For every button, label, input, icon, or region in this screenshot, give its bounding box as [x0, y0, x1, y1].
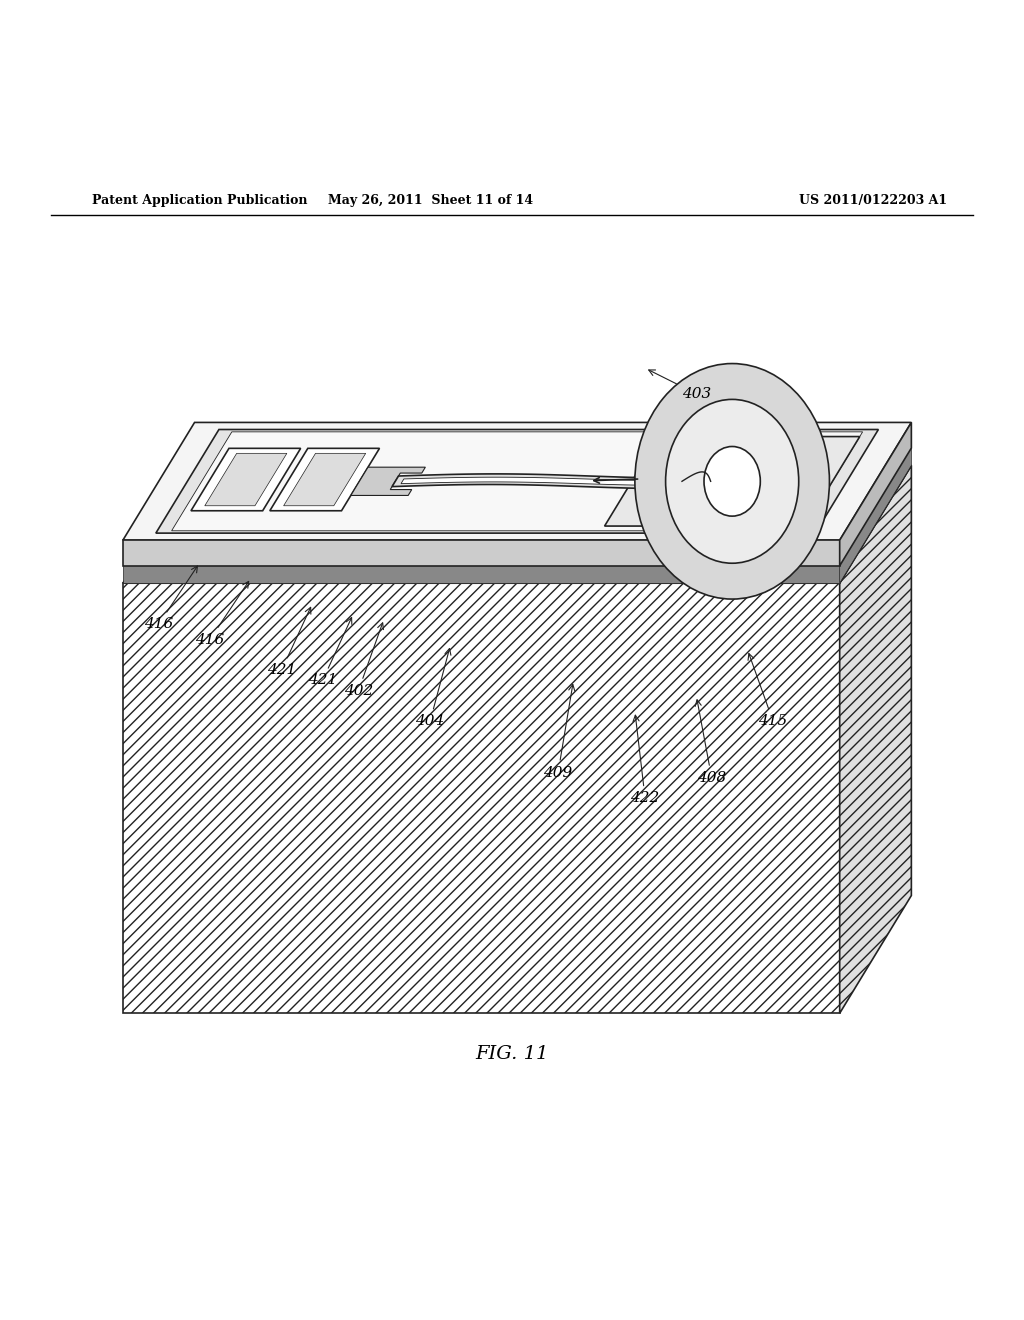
Text: 403: 403 — [649, 370, 711, 401]
Polygon shape — [604, 437, 860, 527]
Polygon shape — [840, 422, 911, 566]
Text: 422: 422 — [631, 715, 659, 805]
Polygon shape — [840, 466, 911, 1014]
Polygon shape — [270, 449, 380, 511]
Polygon shape — [123, 554, 840, 565]
Polygon shape — [392, 474, 684, 488]
Ellipse shape — [635, 363, 829, 599]
Ellipse shape — [666, 400, 799, 564]
Text: 416: 416 — [144, 566, 198, 631]
Polygon shape — [123, 540, 840, 546]
Polygon shape — [123, 422, 911, 540]
Polygon shape — [172, 432, 862, 531]
Text: 408: 408 — [695, 700, 726, 785]
Polygon shape — [123, 583, 840, 1014]
Polygon shape — [123, 546, 840, 554]
Polygon shape — [156, 429, 879, 533]
Text: 416: 416 — [196, 581, 249, 647]
Text: 415: 415 — [749, 653, 787, 729]
Polygon shape — [840, 429, 911, 554]
Polygon shape — [123, 540, 840, 566]
Polygon shape — [190, 449, 301, 511]
Polygon shape — [840, 422, 911, 546]
Polygon shape — [123, 466, 911, 583]
Text: May 26, 2011  Sheet 11 of 14: May 26, 2011 Sheet 11 of 14 — [328, 194, 532, 207]
Polygon shape — [351, 467, 425, 495]
Polygon shape — [840, 447, 911, 583]
Text: 421: 421 — [267, 607, 311, 677]
Text: 421: 421 — [308, 618, 352, 688]
Text: 409: 409 — [544, 685, 574, 780]
Polygon shape — [401, 478, 675, 486]
Polygon shape — [284, 453, 366, 506]
Text: US 2011/0122203 A1: US 2011/0122203 A1 — [799, 194, 947, 207]
Text: 404: 404 — [416, 648, 451, 729]
Text: FIG. 11: FIG. 11 — [475, 1045, 549, 1063]
Polygon shape — [123, 565, 840, 583]
Text: Patent Application Publication: Patent Application Publication — [92, 194, 307, 207]
Polygon shape — [205, 453, 287, 506]
Polygon shape — [840, 437, 911, 565]
Text: 402: 402 — [344, 623, 383, 698]
Ellipse shape — [705, 446, 760, 516]
